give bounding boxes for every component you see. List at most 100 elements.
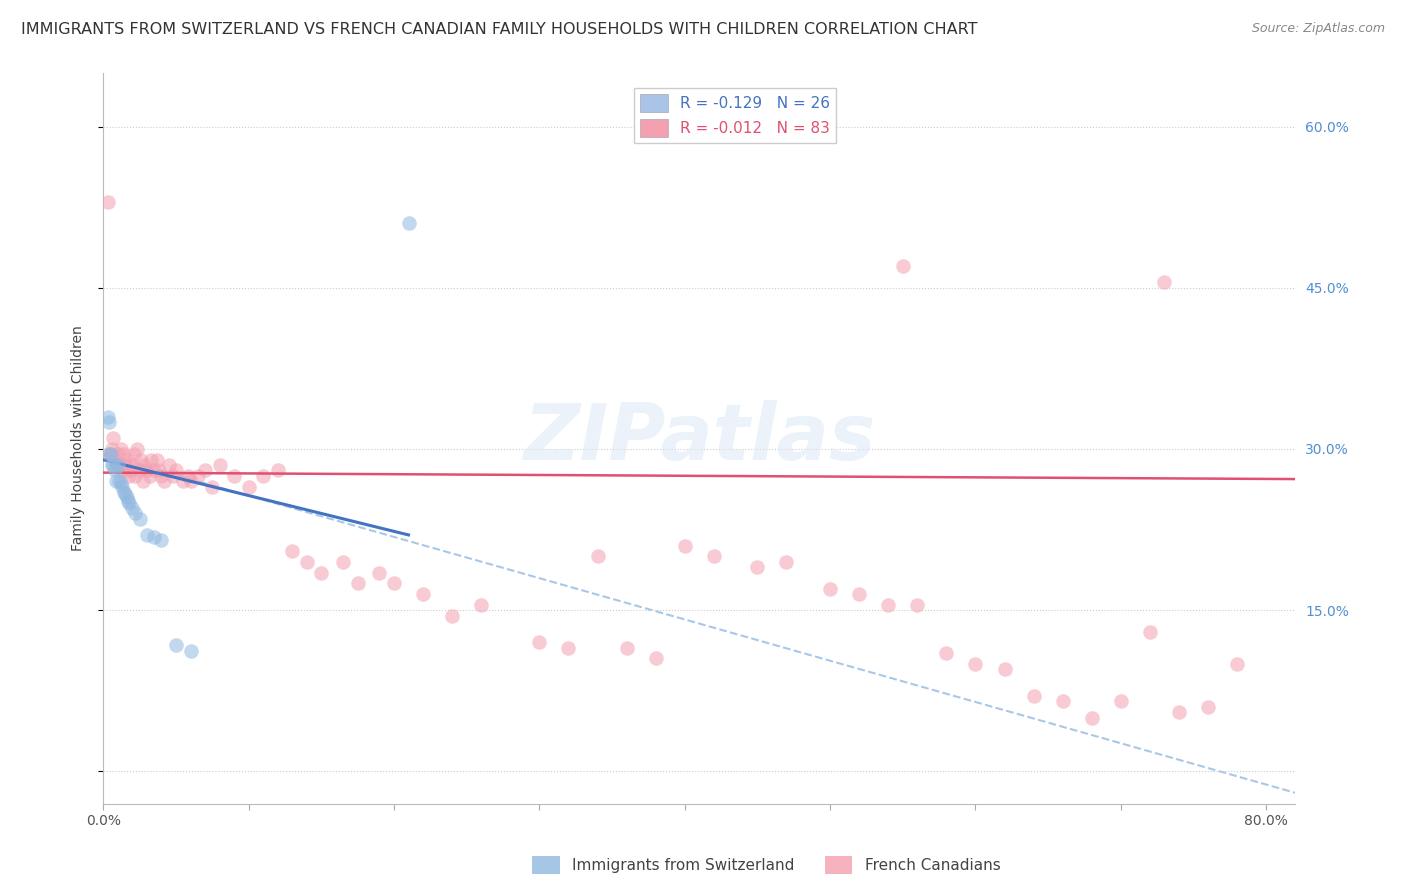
Point [135, 463, 157, 477]
Point [124, 468, 146, 483]
Point [97, 194, 120, 209]
Point [252, 468, 274, 483]
Point [616, 640, 638, 655]
Point [179, 474, 201, 488]
Point [557, 640, 579, 655]
Point [935, 646, 957, 660]
Point [150, 468, 173, 483]
Point [165, 638, 187, 652]
Point [110, 476, 132, 491]
Point [346, 576, 368, 591]
Point [103, 431, 125, 445]
Point [176, 468, 198, 483]
Point [382, 576, 405, 591]
Point [905, 598, 928, 612]
Point [398, 216, 420, 230]
Legend: Immigrants from Switzerland, French Canadians: Immigrants from Switzerland, French Cana… [526, 850, 1007, 880]
Point [128, 463, 150, 477]
Point [848, 587, 870, 601]
Point [111, 463, 134, 477]
Point [122, 447, 145, 461]
Point [891, 260, 914, 274]
Point [101, 458, 124, 472]
Point [295, 555, 318, 569]
Point [1139, 624, 1161, 639]
Point [586, 549, 609, 564]
Point [644, 651, 666, 665]
Point [877, 598, 900, 612]
Point [112, 447, 135, 461]
Point [112, 485, 135, 500]
Point [224, 468, 246, 483]
Point [146, 452, 169, 467]
Point [100, 447, 122, 461]
Point [117, 452, 139, 467]
Point [412, 587, 434, 601]
Point [165, 463, 187, 477]
Point [208, 458, 231, 472]
Point [238, 480, 260, 494]
Point [157, 458, 180, 472]
Point [104, 463, 127, 477]
Point [1022, 689, 1045, 703]
Point [101, 442, 124, 456]
Point [120, 463, 142, 477]
Point [201, 480, 224, 494]
Text: IMMIGRANTS FROM SWITZERLAND VS FRENCH CANADIAN FAMILY HOUSEHOLDS WITH CHILDREN C: IMMIGRANTS FROM SWITZERLAND VS FRENCH CA… [21, 22, 977, 37]
Point [108, 474, 131, 488]
Point [1153, 276, 1175, 290]
Point [121, 501, 143, 516]
Point [1052, 694, 1074, 708]
Point [105, 474, 128, 488]
Point [162, 468, 184, 483]
Point [150, 533, 173, 548]
Point [105, 458, 128, 472]
Point [129, 452, 152, 467]
Point [114, 458, 136, 472]
Text: Source: ZipAtlas.com: Source: ZipAtlas.com [1251, 22, 1385, 36]
Point [747, 560, 769, 574]
Point [111, 480, 134, 494]
Point [98, 447, 121, 461]
Point [131, 474, 153, 488]
Point [98, 415, 121, 429]
Point [115, 491, 138, 505]
Point [470, 598, 492, 612]
Point [117, 493, 139, 508]
Point [118, 496, 141, 510]
Point [98, 447, 121, 461]
Point [104, 452, 127, 467]
Point [179, 644, 201, 658]
Point [118, 468, 141, 483]
Point [114, 487, 136, 501]
Point [100, 447, 122, 461]
Point [107, 458, 129, 472]
Point [107, 447, 129, 461]
Point [1226, 657, 1249, 671]
Point [148, 463, 170, 477]
Point [1109, 694, 1132, 708]
Point [97, 409, 120, 424]
Point [267, 463, 290, 477]
Point [125, 442, 148, 456]
Point [110, 442, 132, 456]
Point [311, 566, 333, 580]
Y-axis label: Family Households with Children: Family Households with Children [72, 326, 86, 551]
Point [108, 458, 131, 472]
Point [128, 512, 150, 526]
Point [1168, 705, 1191, 719]
Point [194, 463, 217, 477]
Point [441, 608, 464, 623]
Point [281, 544, 304, 558]
Point [139, 468, 162, 483]
Point [172, 474, 194, 488]
Point [143, 530, 166, 544]
Text: ZIPatlas: ZIPatlas [523, 401, 876, 476]
Point [121, 458, 143, 472]
Point [332, 555, 354, 569]
Point [124, 507, 146, 521]
Point [965, 657, 987, 671]
Point [132, 458, 155, 472]
Point [1197, 699, 1219, 714]
Point [368, 566, 391, 580]
